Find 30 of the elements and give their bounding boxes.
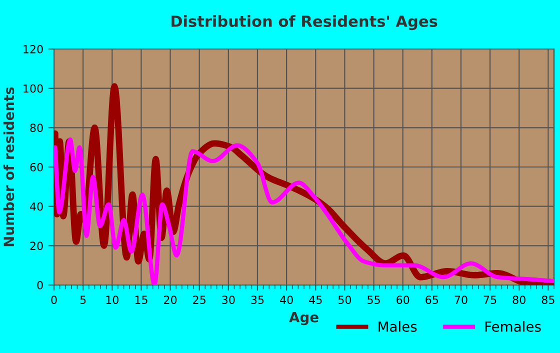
y-tick-label: 0 (37, 280, 43, 290)
y-tick-label: 100 (24, 84, 43, 93)
y-tick-label: 20 (30, 242, 43, 250)
x-tick-label: 65 (426, 296, 438, 304)
x-tick-label: 75 (484, 296, 496, 304)
x-tick-label: 55 (368, 296, 380, 304)
x-tick-label: 85 (542, 296, 554, 304)
x-tick-label: 10 (106, 296, 118, 304)
x-axis-title: Age (289, 312, 318, 326)
x-tick-label: 35 (251, 296, 264, 304)
x-tick-label: 60 (396, 296, 410, 304)
chart-title: Distribution of Residents' Ages (171, 15, 438, 30)
x-tick-label: 30 (222, 296, 235, 304)
x-tick-label: 5 (80, 296, 86, 304)
x-tick-label: 15 (135, 296, 148, 304)
y-tick-label: 40 (30, 202, 43, 211)
y-tick-label: 120 (24, 44, 43, 54)
x-tick-label: 80 (512, 296, 526, 304)
x-tick-label: 20 (164, 296, 177, 304)
x-tick-label: 45 (309, 296, 322, 304)
y-axis-title: Number of residents (3, 87, 14, 246)
x-tick-label: 0 (51, 296, 57, 304)
x-tick-label: 70 (454, 296, 468, 304)
x-tick-label: 25 (193, 296, 206, 304)
x-tick-label: 50 (338, 296, 352, 304)
y-tick-label: 60 (30, 162, 43, 172)
legend-label: Males (378, 321, 417, 332)
x-tick-label: 40 (280, 296, 293, 304)
legend-label: Females (485, 321, 541, 332)
y-tick-label: 80 (30, 124, 43, 132)
